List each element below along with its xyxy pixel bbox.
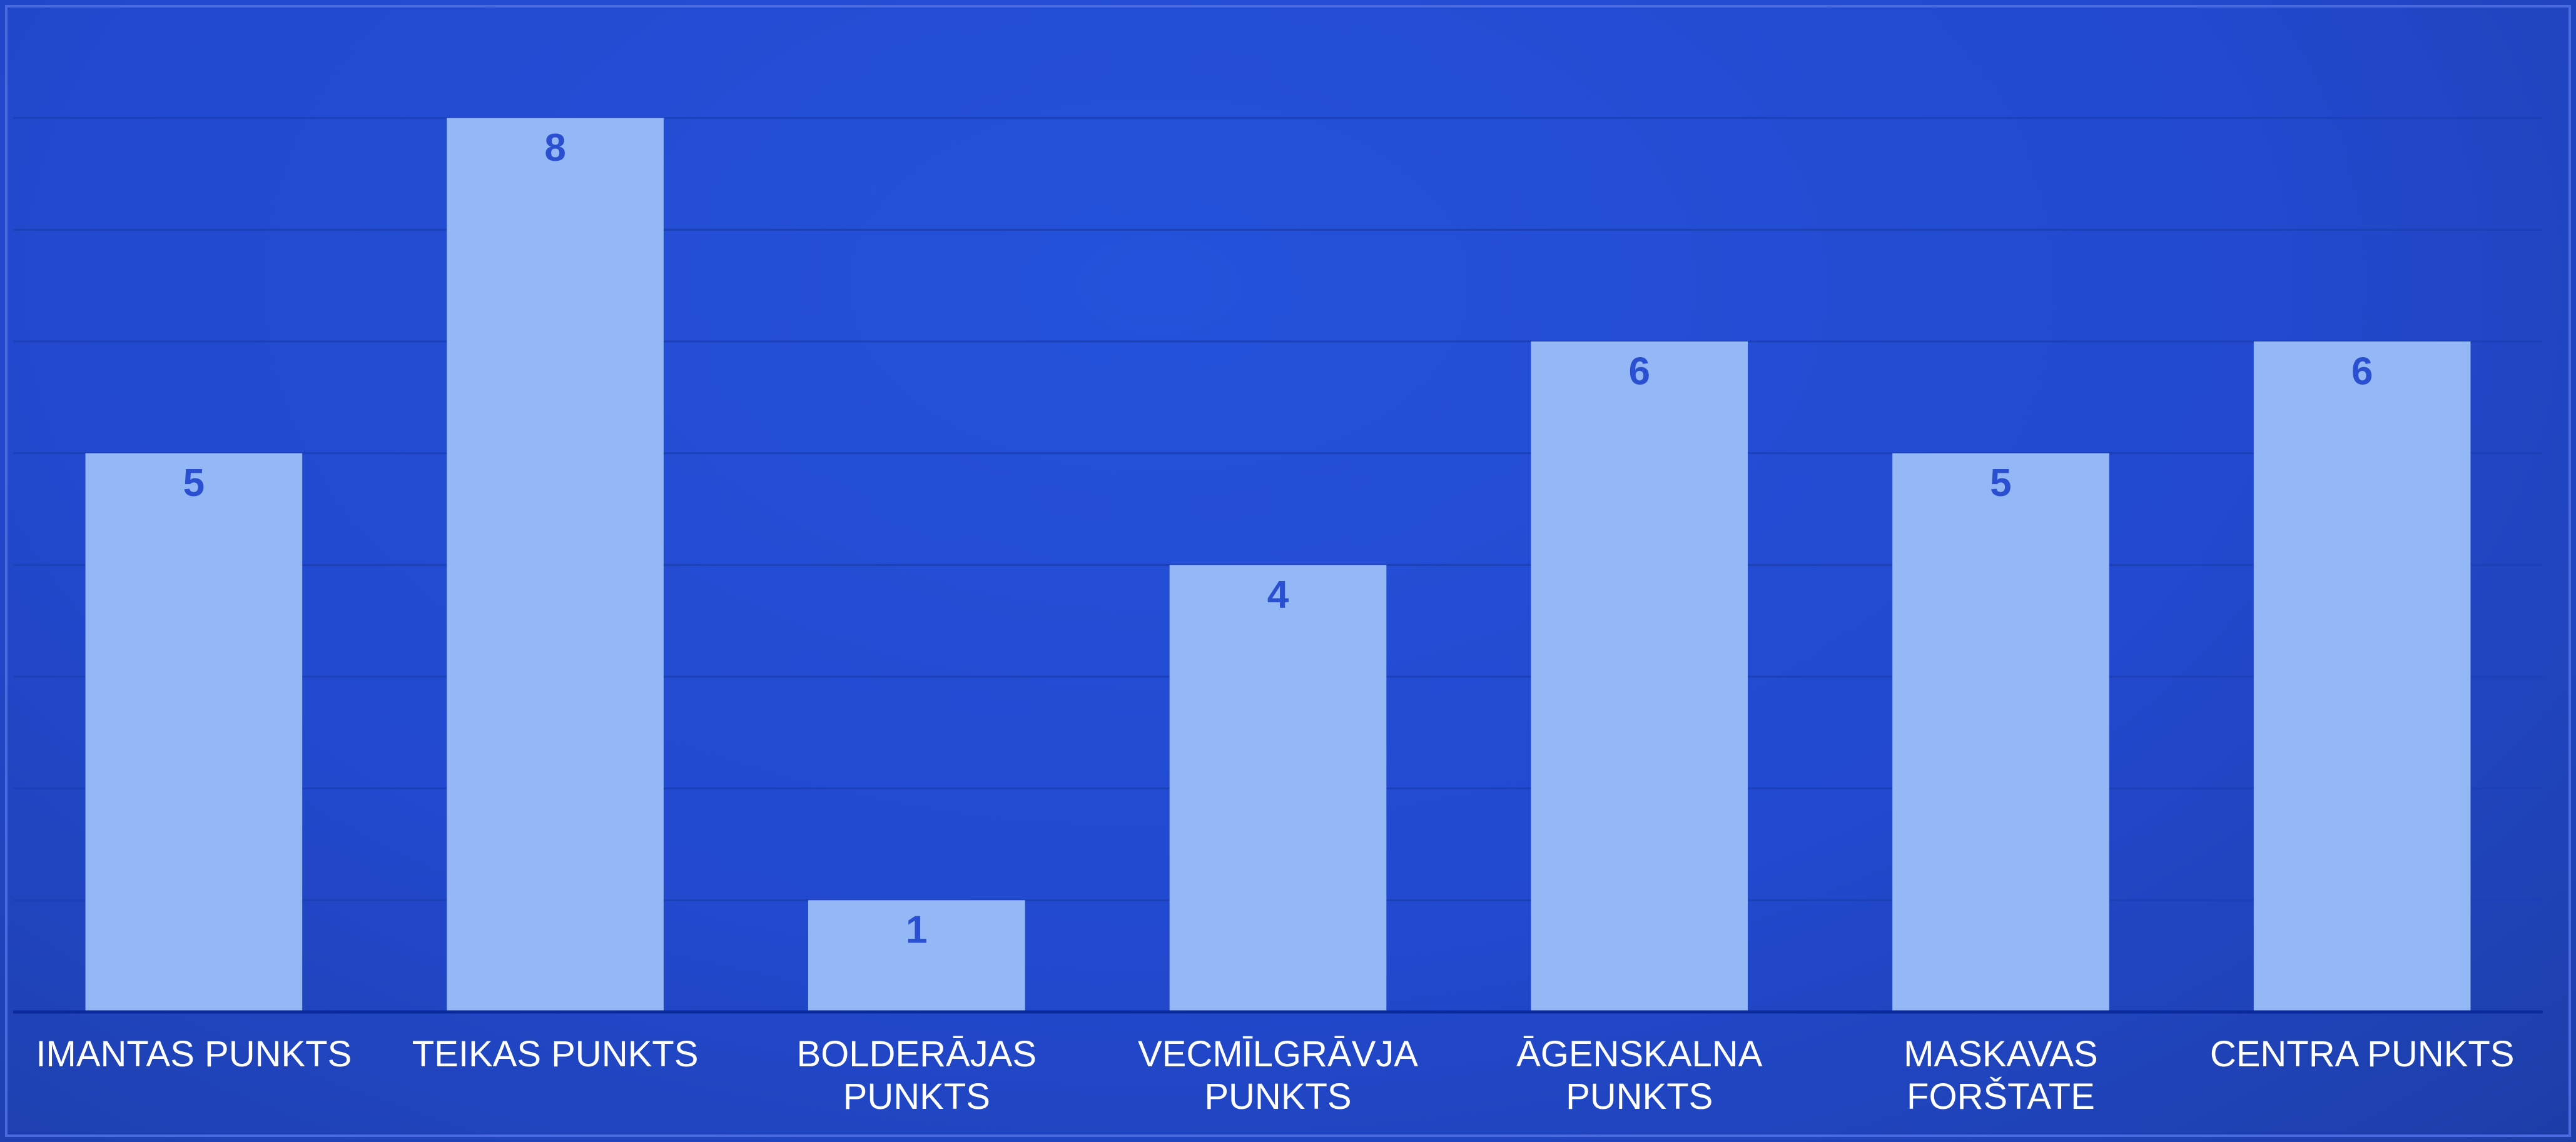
- x-tick-label: TEIKAS PUNKTS: [412, 1034, 699, 1074]
- bar: [1169, 565, 1387, 1012]
- bar: [1531, 341, 1748, 1012]
- bar: [85, 453, 303, 1012]
- bar: [2253, 341, 2471, 1012]
- x-tick-label: ĀGENSKALNA PUNKTS: [1516, 1034, 1763, 1117]
- value-label: 8: [544, 126, 565, 169]
- x-tick-label: CENTRA PUNKTS: [2209, 1034, 2515, 1074]
- bar: [808, 900, 1025, 1012]
- value-label: 4: [1267, 574, 1289, 617]
- value-label: 5: [1990, 462, 2011, 505]
- value-label: 6: [2351, 350, 2373, 393]
- bar: [1892, 453, 2109, 1012]
- x-tick-label: MASKAVAS FORŠTATE: [1904, 1034, 2098, 1117]
- value-label: 6: [1628, 350, 1650, 393]
- bar: [447, 118, 664, 1013]
- value-label: 5: [183, 462, 205, 505]
- x-tick-label: VECMĪLGRĀVJA PUNKTS: [1137, 1034, 1418, 1117]
- x-tick-label: BOLDERĀJAS PUNKTS: [796, 1034, 1037, 1117]
- value-label: 1: [906, 909, 927, 952]
- x-tick-label: IMANTAS PUNKTS: [36, 1034, 352, 1074]
- frame: [5, 5, 2571, 1137]
